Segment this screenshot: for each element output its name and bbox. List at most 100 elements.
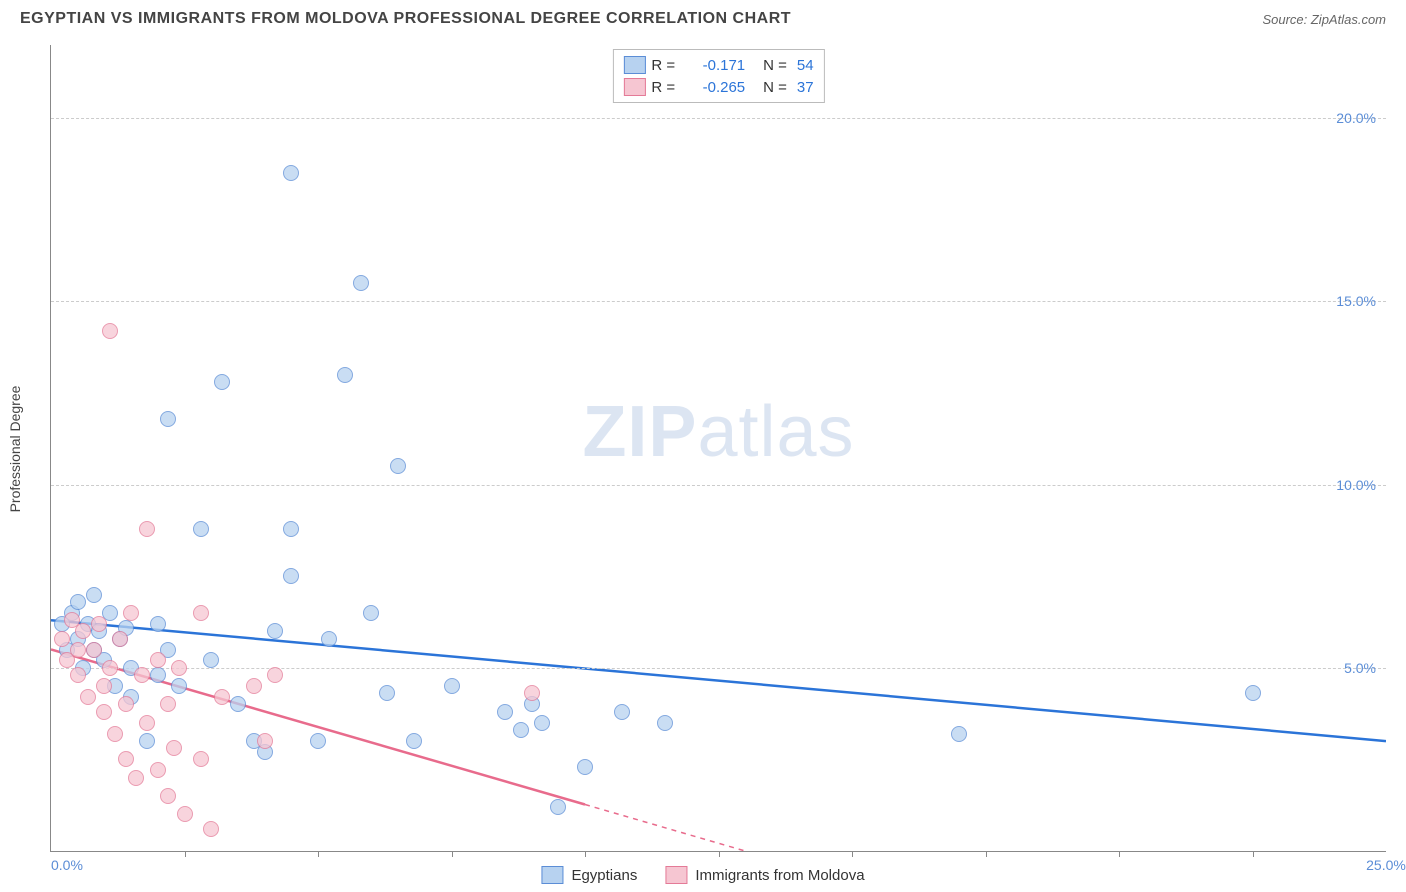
point-moldova (118, 696, 134, 712)
point-moldova (203, 821, 219, 837)
point-egyptians (283, 568, 299, 584)
point-moldova (193, 605, 209, 621)
y-tick-label: 15.0% (1336, 293, 1376, 309)
point-moldova (54, 631, 70, 647)
point-moldova (150, 762, 166, 778)
x-tick (185, 851, 186, 857)
correlation-legend: R = -0.171 N = 54 R = -0.265 N = 37 (612, 49, 824, 103)
point-moldova (257, 733, 273, 749)
x-tick (585, 851, 586, 857)
point-moldova (102, 660, 118, 676)
legend-swatch-moldova (623, 78, 645, 96)
x-tick (852, 851, 853, 857)
point-egyptians (577, 759, 593, 775)
point-moldova (86, 642, 102, 658)
legend-label-moldova: Immigrants from Moldova (695, 867, 864, 884)
point-moldova (524, 685, 540, 701)
legend-row-egyptians: R = -0.171 N = 54 (623, 54, 813, 76)
point-egyptians (267, 623, 283, 639)
point-egyptians (363, 605, 379, 621)
point-egyptians (534, 715, 550, 731)
source-label: Source: ZipAtlas.com (1262, 12, 1386, 27)
chart-header: EGYPTIAN VS IMMIGRANTS FROM MOLDOVA PROF… (0, 0, 1406, 38)
legend-label-egyptians: Egyptians (571, 867, 637, 884)
x-tick (1119, 851, 1120, 857)
point-egyptians (70, 594, 86, 610)
point-egyptians (283, 521, 299, 537)
point-moldova (102, 323, 118, 339)
point-moldova (123, 605, 139, 621)
point-egyptians (283, 165, 299, 181)
point-moldova (118, 751, 134, 767)
trend-lines-svg (51, 45, 1386, 851)
x-tick (1253, 851, 1254, 857)
y-tick-label: 20.0% (1336, 110, 1376, 126)
watermark: ZIPatlas (582, 391, 854, 473)
legend-n-value-egyptians: 54 (797, 57, 814, 74)
point-moldova (214, 689, 230, 705)
legend-item-egyptians: Egyptians (541, 866, 637, 884)
y-tick-label: 10.0% (1336, 477, 1376, 493)
legend-swatch-moldova (665, 866, 687, 884)
legend-n-value-moldova: 37 (797, 79, 814, 96)
point-moldova (96, 678, 112, 694)
legend-r-value-egyptians: -0.171 (685, 57, 745, 74)
gridline (51, 118, 1386, 119)
point-egyptians (150, 667, 166, 683)
y-axis-label: Professional Degree (7, 385, 23, 512)
point-moldova (150, 652, 166, 668)
point-egyptians (390, 458, 406, 474)
point-egyptians (657, 715, 673, 731)
point-egyptians (951, 726, 967, 742)
x-tick (452, 851, 453, 857)
point-egyptians (406, 733, 422, 749)
point-egyptians (139, 733, 155, 749)
point-moldova (70, 642, 86, 658)
point-moldova (171, 660, 187, 676)
x-corner-right: 25.0% (1366, 857, 1406, 873)
legend-r-value-moldova: -0.265 (685, 79, 745, 96)
point-moldova (139, 521, 155, 537)
legend-swatch-egyptians (623, 56, 645, 74)
point-egyptians (230, 696, 246, 712)
point-egyptians (310, 733, 326, 749)
point-egyptians (203, 652, 219, 668)
x-tick (986, 851, 987, 857)
point-egyptians (353, 275, 369, 291)
point-egyptians (497, 704, 513, 720)
point-moldova (107, 726, 123, 742)
legend-r-label: R = (651, 57, 675, 74)
chart-container: Professional Degree ZIPatlas R = -0.171 … (50, 45, 1386, 852)
legend-row-moldova: R = -0.265 N = 37 (623, 76, 813, 98)
watermark-zip: ZIP (582, 392, 697, 472)
point-egyptians (513, 722, 529, 738)
point-moldova (70, 667, 86, 683)
point-egyptians (379, 685, 395, 701)
point-egyptians (86, 587, 102, 603)
point-moldova (139, 715, 155, 731)
legend-r-label: R = (651, 79, 675, 96)
x-corner-left: 0.0% (51, 857, 83, 873)
point-moldova (160, 696, 176, 712)
point-moldova (75, 623, 91, 639)
x-tick (719, 851, 720, 857)
point-moldova (91, 616, 107, 632)
legend-n-label: N = (763, 57, 787, 74)
point-moldova (128, 770, 144, 786)
watermark-atlas: atlas (697, 392, 854, 472)
point-moldova (160, 788, 176, 804)
point-egyptians (337, 367, 353, 383)
point-egyptians (193, 521, 209, 537)
x-tick (318, 851, 319, 857)
legend-item-moldova: Immigrants from Moldova (665, 866, 864, 884)
point-moldova (80, 689, 96, 705)
point-egyptians (1245, 685, 1261, 701)
plot-area: ZIPatlas R = -0.171 N = 54 R = -0.265 N … (50, 45, 1386, 852)
point-egyptians (444, 678, 460, 694)
point-egyptians (214, 374, 230, 390)
point-moldova (166, 740, 182, 756)
point-moldova (193, 751, 209, 767)
point-moldova (177, 806, 193, 822)
point-moldova (134, 667, 150, 683)
y-tick-label: 5.0% (1344, 660, 1376, 676)
